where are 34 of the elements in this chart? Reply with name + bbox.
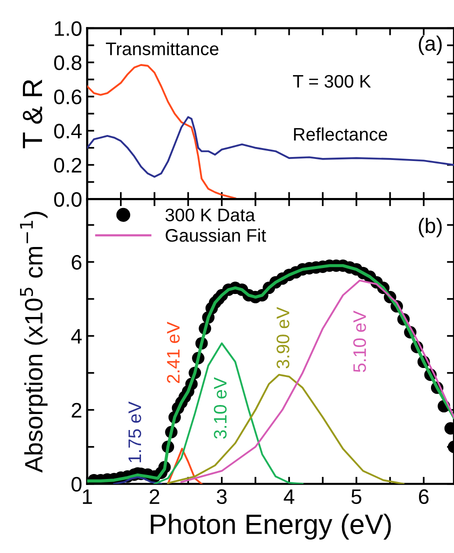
y-axis-title: Absorption (x10$^{5}$ cm$^{−1}$) <box>20 212 48 473</box>
annotation: (b) <box>418 218 442 238</box>
y-tick-label: 0.0 <box>54 192 82 207</box>
line-series <box>167 448 202 484</box>
series-label: Transmittance <box>106 42 218 56</box>
y-tick-label: 0.6 <box>54 90 82 104</box>
y-tick-label: 6 <box>72 254 82 270</box>
annotation: 3.90 eV <box>276 306 290 368</box>
annotation: 3.10 eV <box>214 377 227 439</box>
annotation: 1.75 eV <box>128 401 142 462</box>
y-tick-label: 0 <box>72 476 82 492</box>
annotation: (a) <box>418 36 442 55</box>
x-tick-label: 6 <box>418 489 429 504</box>
line-series <box>87 116 454 178</box>
x-tick-label: 5 <box>351 490 362 504</box>
y-axis-title: T & R <box>22 80 42 148</box>
y-tick-label: 0.4 <box>54 124 82 138</box>
x-tick-label: 4 <box>284 490 294 504</box>
series-label: Reflectance <box>294 127 388 141</box>
y-tick-label: 1.0 <box>54 21 82 36</box>
x-tick-label: 2 <box>150 489 160 504</box>
y-tick-label: 4 <box>71 329 82 344</box>
annotation: 2.41 eV <box>166 322 180 384</box>
y-tick-label: 2 <box>72 402 82 418</box>
y-tick-label: 0.2 <box>54 158 82 173</box>
x-tick-label: 3 <box>216 489 227 504</box>
x-tick-label: 1 <box>82 490 92 504</box>
x-axis-title: Photon Energy (eV) <box>150 514 391 540</box>
line-series <box>87 64 236 200</box>
annotation: T = 300 K <box>293 74 371 88</box>
legend-label: 300 K Data <box>165 208 256 222</box>
legend-label: Gaussian Fit <box>166 228 266 242</box>
y-tick-label: 0.8 <box>54 55 82 70</box>
annotation: 5.10 eV <box>353 310 366 372</box>
